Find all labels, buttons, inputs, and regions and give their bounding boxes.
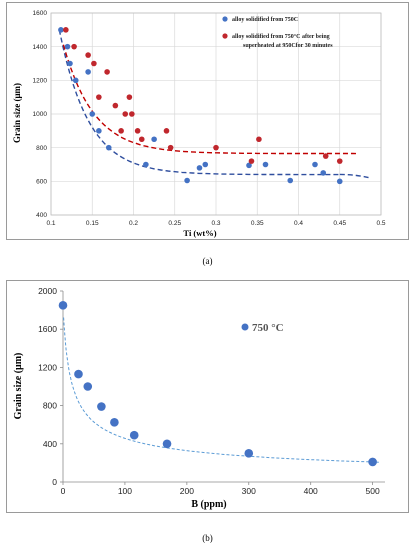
data-point-red xyxy=(91,60,97,67)
data-point-blue xyxy=(312,161,318,168)
data-point-blue xyxy=(85,69,91,75)
data-point-red xyxy=(96,94,102,100)
x-tick-label: 0.15 xyxy=(86,220,99,227)
data-point-blue xyxy=(196,165,203,171)
data-point-blue xyxy=(143,161,149,168)
data-point-b xyxy=(58,301,68,310)
data-point-blue xyxy=(262,161,269,168)
data-point-blue xyxy=(58,27,64,33)
y-tick-label: 1000 xyxy=(33,111,48,118)
x-tick-label: 0.1 xyxy=(46,220,55,227)
legend-marker-blue xyxy=(222,16,228,22)
x-tick-label: 0.45 xyxy=(333,220,346,227)
annotation-750c: 750 °C xyxy=(252,322,284,334)
data-point-red xyxy=(71,43,77,50)
y-tick-label: 1600 xyxy=(33,10,48,17)
legend-marker-red xyxy=(222,33,228,39)
boron-grain-size-chart: 0 400 800 1200 1600 2000 0 100 200 300 400 500 750 … xyxy=(13,286,385,510)
data-point-red xyxy=(138,136,145,143)
x-axis-label-b: B (ppm) xyxy=(191,499,226,510)
x-tick-label: 0.2 xyxy=(129,220,138,227)
annotation-marker xyxy=(241,323,249,331)
data-point-blue xyxy=(336,178,343,185)
data-point-b xyxy=(162,439,172,449)
x-tick-label-b: 400 xyxy=(304,486,318,496)
data-point-red xyxy=(336,158,343,164)
data-point-red xyxy=(213,144,219,151)
y-axis-label: Grain size (μm) xyxy=(12,83,22,143)
x-tick-label: 0.25 xyxy=(168,220,181,227)
legend-entry-red-line2: superheated at 950Cfor 30 minutes xyxy=(243,43,333,49)
data-point-blue xyxy=(184,177,190,184)
caption-b: (b) xyxy=(202,533,213,543)
y-tick-label-b: 800 xyxy=(43,401,57,411)
data-point-red xyxy=(129,111,135,117)
data-point-blue xyxy=(320,170,327,176)
y-tick-label-b: 0 xyxy=(52,477,57,487)
y-tick-label: 600 xyxy=(36,179,47,186)
data-point-red xyxy=(126,94,133,100)
legend-entry-blue: alloy solidified from 750C xyxy=(232,17,298,23)
y-tick-label: 1200 xyxy=(33,78,48,85)
data-point-b xyxy=(97,402,106,411)
x-tick-label: 0.5 xyxy=(376,220,385,227)
ti-grain-size-chart: 400 600 800 1000 1200 1400 1600 0.1 0.15 0.2 0.25 0… xyxy=(12,10,386,238)
data-point-red xyxy=(122,111,129,117)
data-point-blue xyxy=(89,111,96,117)
y-tick-label-b: 1200 xyxy=(38,362,57,372)
data-point-blue xyxy=(96,128,102,134)
data-point-blue xyxy=(287,177,294,184)
legend-entry-red-line1: alloy solidified from 750°C after being xyxy=(232,33,330,40)
trendline-b xyxy=(63,317,379,463)
x-tick-label-b: 500 xyxy=(366,486,380,496)
data-point-blue xyxy=(64,43,71,50)
data-point-b xyxy=(74,369,83,379)
x-tick-label: 0.35 xyxy=(251,220,264,227)
y-tick-label-b: 400 xyxy=(43,439,57,449)
trendline-blue-tail xyxy=(339,173,369,179)
y-tick-label: 800 xyxy=(36,145,47,152)
x-tick-label-b: 200 xyxy=(180,486,194,496)
data-point-blue xyxy=(105,144,112,151)
data-point-red xyxy=(63,27,69,33)
data-point-red xyxy=(118,128,124,134)
data-point-red xyxy=(112,102,119,109)
data-point-blue xyxy=(246,162,252,169)
x-tick-label-b: 0 xyxy=(61,486,66,496)
y-tick-label-b: 2000 xyxy=(38,286,57,296)
data-point-blue xyxy=(67,60,73,67)
data-point-red xyxy=(163,128,170,134)
data-point-red xyxy=(85,52,91,58)
trendline-blue xyxy=(58,29,340,176)
data-point-red xyxy=(134,128,141,134)
x-tick-label-b: 300 xyxy=(242,486,256,496)
x-tick-label: 0.3 xyxy=(211,220,220,227)
data-point-red xyxy=(248,158,255,164)
data-point-b xyxy=(244,449,254,458)
y-tick-label: 1400 xyxy=(33,44,48,51)
data-point-red xyxy=(256,136,262,143)
data-point-b xyxy=(368,457,377,467)
y-tick-label: 400 xyxy=(36,212,47,219)
chart-panel-a: 400 600 800 1000 1200 1400 1600 0.1 0.15 0.2 0.25 0… xyxy=(6,2,409,240)
data-point-b xyxy=(110,418,119,427)
x-axis-label: Ti (wt%) xyxy=(183,228,216,238)
plot-area xyxy=(50,12,382,216)
data-point-red xyxy=(104,69,110,75)
data-point-blue xyxy=(72,77,79,84)
y-axis-label-b: Grain size (μm) xyxy=(13,353,24,420)
caption-a: (a) xyxy=(202,256,213,266)
data-point-blue xyxy=(202,161,209,168)
data-point-red xyxy=(167,144,174,151)
data-point-blue xyxy=(151,136,157,143)
data-point-b xyxy=(83,382,93,391)
chart-panel-b: 0 400 800 1200 1600 2000 0 100 200 300 400 500 750 … xyxy=(6,280,409,513)
trendline-red xyxy=(62,44,357,155)
data-point-red xyxy=(322,153,329,159)
x-tick-label: 0.4 xyxy=(294,220,303,227)
x-tick-label-b: 100 xyxy=(118,486,132,496)
data-point-b xyxy=(129,430,139,440)
y-tick-label-b: 1600 xyxy=(38,324,57,334)
